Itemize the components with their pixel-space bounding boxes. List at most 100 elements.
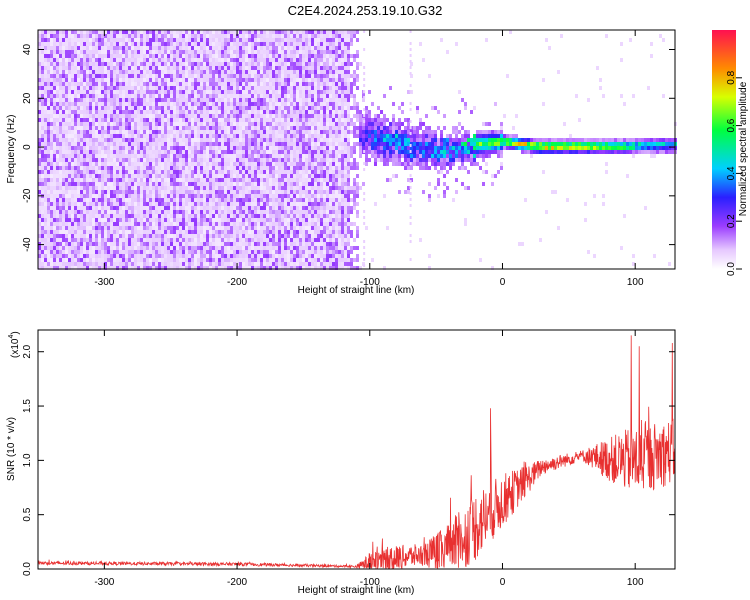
spectrogram-cell — [47, 246, 50, 250]
spectrogram-cell — [194, 70, 197, 74]
spectrogram-cell — [260, 242, 263, 246]
spectrogram-cell — [203, 126, 206, 130]
spectrogram-cell — [110, 166, 113, 170]
spectrogram-cell — [206, 118, 209, 122]
spectrogram-cell — [92, 98, 95, 102]
spectrogram-cell — [206, 214, 209, 218]
spectrogram-cell — [65, 110, 68, 114]
spectrogram-cell — [95, 46, 98, 50]
spectrogram-cell — [134, 174, 137, 178]
spectrogram-cell — [140, 150, 143, 154]
spectrogram-cell — [77, 90, 80, 94]
spectrogram-cell — [44, 150, 47, 154]
spectrogram-cell — [56, 234, 59, 238]
spectrogram-cell — [182, 142, 185, 146]
spectrogram-cell — [176, 194, 179, 198]
spectrogram-cell — [209, 166, 212, 170]
spectrogram-cell — [116, 182, 119, 186]
spectrogram-cell — [167, 86, 170, 90]
spectrogram-cell — [200, 214, 203, 218]
spectrogram-cell — [212, 106, 215, 110]
spectrogram-cell — [173, 34, 176, 38]
spectrogram-cell — [266, 266, 269, 270]
spectrogram-cell — [254, 242, 257, 246]
spectrogram-cell — [266, 130, 269, 134]
spectrogram-cell — [242, 66, 245, 70]
spectrogram-cell — [125, 242, 128, 246]
spectrogram-cell — [257, 54, 260, 58]
spectrogram-cell — [266, 78, 269, 82]
spectrogram-cell — [80, 94, 83, 98]
spectrogram-cell — [230, 110, 233, 114]
spectrogram-cell — [146, 46, 149, 50]
spectrogram-cell — [62, 206, 65, 210]
spectrogram-cell — [119, 202, 122, 206]
spectrogram-cell — [86, 174, 89, 178]
spectrogram-cell — [227, 98, 230, 102]
spectrogram-cell — [254, 134, 257, 138]
spectrogram-cell — [185, 138, 188, 142]
spectrogram-cell — [257, 78, 260, 82]
spectrogram-cell — [62, 222, 65, 226]
spectrogram-cell — [269, 94, 272, 98]
spectrogram-cell — [119, 214, 122, 218]
spectrogram-cell — [218, 238, 221, 242]
spectrogram-cell — [38, 258, 41, 262]
spectrogram-cell — [209, 62, 212, 66]
spectrogram-cell — [128, 42, 131, 46]
spectrogram-cell — [41, 46, 44, 50]
spectrogram-cell — [116, 134, 119, 138]
spectrogram-cell — [248, 30, 251, 34]
spectrogram-cell — [104, 178, 107, 182]
spectrogram-cell — [77, 194, 80, 198]
spectrogram-cell — [116, 262, 119, 266]
spectrogram-cell — [230, 138, 233, 142]
spectrogram-cell — [80, 74, 83, 78]
spectrogram-cell — [83, 166, 86, 170]
spectrogram-cell — [179, 106, 182, 110]
spectrogram-cell — [113, 190, 116, 194]
spectrogram-cell — [251, 130, 254, 134]
spectrogram-cell — [275, 202, 278, 206]
spectrogram-cell — [56, 146, 59, 150]
spectrogram-cell — [110, 66, 113, 70]
spectrogram-cell — [140, 110, 143, 114]
spectrogram-cell — [38, 206, 41, 210]
spectrogram-cell — [62, 234, 65, 238]
spectrogram-cell — [152, 138, 155, 142]
spectrogram-cell — [149, 122, 152, 126]
spectrogram-cell — [224, 50, 227, 54]
spectrogram-cell — [245, 102, 248, 106]
spectrogram-cell — [260, 246, 263, 250]
spectrogram-cell — [134, 66, 137, 70]
spectrogram-cell — [209, 90, 212, 94]
spectrogram-cell — [116, 94, 119, 98]
spectrogram-cell — [104, 182, 107, 186]
spectrogram-cell — [182, 54, 185, 58]
spectrogram-cell — [89, 34, 92, 38]
spectrogram-cell — [128, 46, 131, 50]
spectrogram-cell — [215, 130, 218, 134]
spectrogram-cell — [104, 218, 107, 222]
spectrogram-cell — [248, 42, 251, 46]
spectrogram-cell — [173, 66, 176, 70]
spectrogram-cell — [110, 146, 113, 150]
spectrogram-cell — [197, 162, 200, 166]
spectrogram-cell — [116, 154, 119, 158]
spectrogram-cell — [92, 170, 95, 174]
spectrogram-cell — [251, 222, 254, 226]
spectrogram-cell — [140, 218, 143, 222]
spectrogram-cell — [182, 234, 185, 238]
spectrogram-cell — [62, 98, 65, 102]
spectrogram-cell — [260, 126, 263, 130]
spectrogram-cell — [251, 110, 254, 114]
spectrogram-cell — [266, 38, 269, 42]
spectrogram-cell — [173, 254, 176, 258]
spectrogram-cell — [284, 134, 287, 138]
spectrogram-cell — [38, 30, 41, 34]
spectrogram-cell — [113, 198, 116, 202]
spectrogram-cell — [86, 222, 89, 226]
spectrogram-cell — [86, 114, 89, 118]
spectrogram-cell — [71, 154, 74, 158]
spectrogram-cell — [248, 222, 251, 226]
